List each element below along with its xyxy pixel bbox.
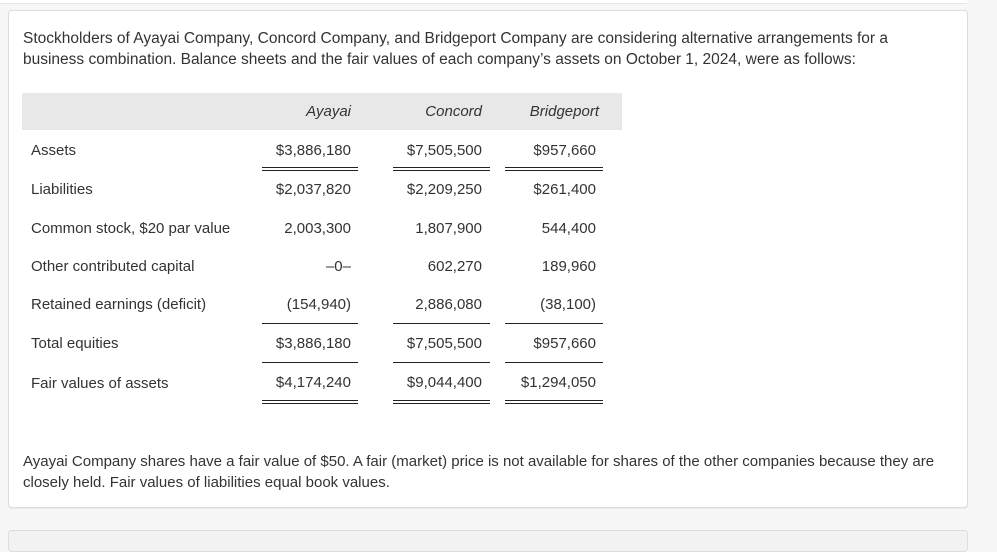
cell-occ-bridgeport: 189,960 — [541, 258, 596, 275]
row-label-assets: Assets — [31, 142, 77, 159]
row-label-fair-values-of-assets: Fair values of assets — [31, 375, 169, 392]
cell-occ-ayayai: –0– — [325, 258, 351, 275]
row-label-other-contributed-capital: Other contributed capital — [31, 258, 195, 275]
cell-common-stock-concord: 1,807,900 — [415, 220, 482, 237]
double-underline — [262, 167, 358, 171]
cell-fair-values-ayayai: $4,174,240 — [275, 374, 351, 391]
cell-liabilities-concord: $2,209,250 — [406, 181, 482, 198]
column-header-ayayai: Ayayai — [306, 103, 351, 120]
double-underline — [262, 400, 358, 404]
single-underline — [393, 362, 490, 363]
cell-fair-values-concord: $9,044,400 — [406, 374, 482, 391]
next-section-card — [8, 530, 968, 552]
cell-common-stock-ayayai: 2,003,300 — [284, 220, 351, 237]
cell-occ-concord: 602,270 — [427, 258, 482, 275]
single-underline — [505, 362, 603, 363]
cell-assets-bridgeport: $957,660 — [533, 142, 596, 159]
double-underline — [505, 400, 603, 404]
row-label-retained-earnings: Retained earnings (deficit) — [31, 296, 207, 313]
cell-total-equities-bridgeport: $957,660 — [533, 335, 596, 352]
single-underline — [262, 323, 358, 324]
previous-section-edge — [0, 0, 967, 4]
row-label-liabilities: Liabilities — [31, 181, 93, 198]
row-label-total-equities: Total equities — [31, 335, 119, 352]
cell-retained-earnings-ayayai: (154,940) — [286, 296, 351, 313]
closing-paragraph: Ayayai Company shares have a fair value … — [23, 453, 935, 491]
single-underline — [505, 323, 603, 324]
cell-retained-earnings-concord: 2,886,080 — [415, 296, 482, 313]
single-underline — [393, 323, 490, 324]
table-header-band — [22, 93, 622, 130]
problem-card: Stockholders of Ayayai Company, Concord … — [8, 10, 968, 508]
cell-total-equities-concord: $7,505,500 — [406, 335, 482, 352]
column-header-concord: Concord — [425, 103, 482, 120]
intro-paragraph: Stockholders of Ayayai Company, Concord … — [23, 30, 889, 68]
cell-assets-concord: $7,505,500 — [406, 142, 482, 159]
cell-fair-values-bridgeport: $1,294,050 — [520, 374, 596, 391]
cell-common-stock-bridgeport: 544,400 — [541, 220, 596, 237]
cell-liabilities-bridgeport: $261,400 — [533, 181, 596, 198]
row-label-common-stock: Common stock, $20 par value — [31, 220, 231, 237]
cell-liabilities-ayayai: $2,037,820 — [275, 181, 351, 198]
cell-retained-earnings-bridgeport: (38,100) — [540, 296, 596, 313]
cell-assets-ayayai: $3,886,180 — [275, 142, 351, 159]
double-underline — [505, 167, 603, 171]
double-underline — [393, 400, 490, 404]
double-underline — [393, 167, 490, 171]
column-header-bridgeport: Bridgeport — [529, 103, 599, 120]
cell-total-equities-ayayai: $3,886,180 — [275, 335, 351, 352]
single-underline — [262, 362, 358, 363]
